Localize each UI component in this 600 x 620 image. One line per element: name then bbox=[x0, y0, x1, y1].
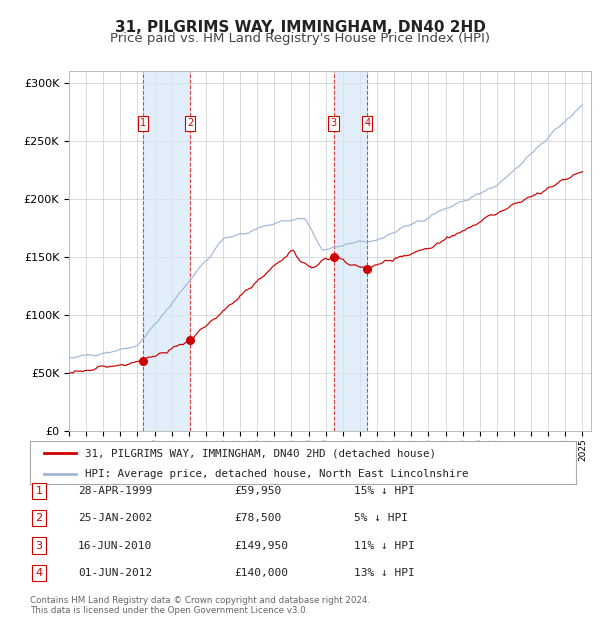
Text: 3: 3 bbox=[331, 118, 337, 128]
Text: £149,950: £149,950 bbox=[234, 541, 288, 551]
Text: 13% ↓ HPI: 13% ↓ HPI bbox=[354, 568, 415, 578]
Text: 31, PILGRIMS WAY, IMMINGHAM, DN40 2HD (detached house): 31, PILGRIMS WAY, IMMINGHAM, DN40 2HD (d… bbox=[85, 448, 436, 458]
Text: 31, PILGRIMS WAY, IMMINGHAM, DN40 2HD: 31, PILGRIMS WAY, IMMINGHAM, DN40 2HD bbox=[115, 20, 485, 35]
Text: £140,000: £140,000 bbox=[234, 568, 288, 578]
Text: 1: 1 bbox=[140, 118, 146, 128]
Bar bbox=[334, 71, 367, 431]
Text: 3: 3 bbox=[35, 541, 43, 551]
Text: 25-JAN-2002: 25-JAN-2002 bbox=[78, 513, 152, 523]
Text: Price paid vs. HM Land Registry's House Price Index (HPI): Price paid vs. HM Land Registry's House … bbox=[110, 32, 490, 45]
Text: 01-JUN-2012: 01-JUN-2012 bbox=[78, 568, 152, 578]
Text: 5% ↓ HPI: 5% ↓ HPI bbox=[354, 513, 408, 523]
Text: 28-APR-1999: 28-APR-1999 bbox=[78, 486, 152, 496]
Text: 1: 1 bbox=[35, 486, 43, 496]
Text: 16-JUN-2010: 16-JUN-2010 bbox=[78, 541, 152, 551]
Text: Contains HM Land Registry data © Crown copyright and database right 2024.
This d: Contains HM Land Registry data © Crown c… bbox=[30, 596, 370, 615]
Text: £78,500: £78,500 bbox=[234, 513, 281, 523]
Text: HPI: Average price, detached house, North East Lincolnshire: HPI: Average price, detached house, Nort… bbox=[85, 469, 468, 479]
Bar bbox=[143, 71, 190, 431]
Text: 2: 2 bbox=[187, 118, 193, 128]
Text: 4: 4 bbox=[35, 568, 43, 578]
Text: 11% ↓ HPI: 11% ↓ HPI bbox=[354, 541, 415, 551]
Text: 15% ↓ HPI: 15% ↓ HPI bbox=[354, 486, 415, 496]
Text: 4: 4 bbox=[364, 118, 370, 128]
Text: £59,950: £59,950 bbox=[234, 486, 281, 496]
Text: 2: 2 bbox=[35, 513, 43, 523]
